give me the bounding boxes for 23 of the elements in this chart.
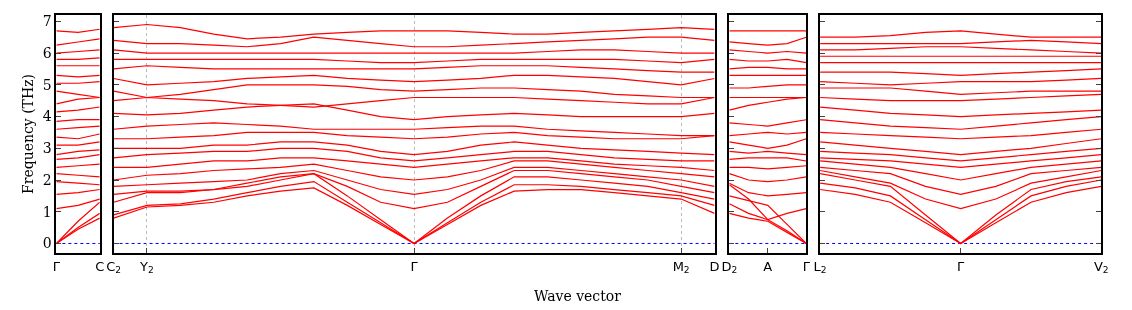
- x-tick-label: Γ: [410, 258, 419, 274]
- x-tick-label: Γ: [52, 258, 61, 274]
- x-tick-label: C$_{2}$: [106, 258, 122, 276]
- x-tick-label: Y$_{2}$: [139, 258, 154, 276]
- y-tick-label: 3: [42, 140, 52, 157]
- y-tick-label: 7: [42, 13, 52, 30]
- y-tick-label: 4: [42, 108, 52, 125]
- y-tick-label: 1: [42, 203, 52, 220]
- x-tick-label: M$_{2}$: [672, 258, 690, 276]
- x-tick-label: C: [95, 258, 105, 274]
- y-tick-label: 5: [42, 76, 52, 93]
- x-tick-label: V$_{2}$: [1093, 258, 1109, 276]
- x-tick-label: L$_{2}$: [813, 258, 827, 276]
- y-tick-label: 0: [42, 235, 52, 252]
- x-tick-label: A: [763, 258, 773, 274]
- x-tick-label: D: [709, 258, 720, 274]
- y-tick-label: 2: [42, 171, 52, 188]
- x-tick-label: D$_{2}$: [721, 258, 738, 276]
- x-tick-label: Γ: [957, 258, 966, 274]
- x-tick-label: Γ: [802, 258, 811, 274]
- y-axis-title: Frequency (THz): [19, 73, 36, 195]
- y-tick-label: 6: [42, 44, 52, 61]
- x-axis-title: Wave vector: [534, 288, 622, 304]
